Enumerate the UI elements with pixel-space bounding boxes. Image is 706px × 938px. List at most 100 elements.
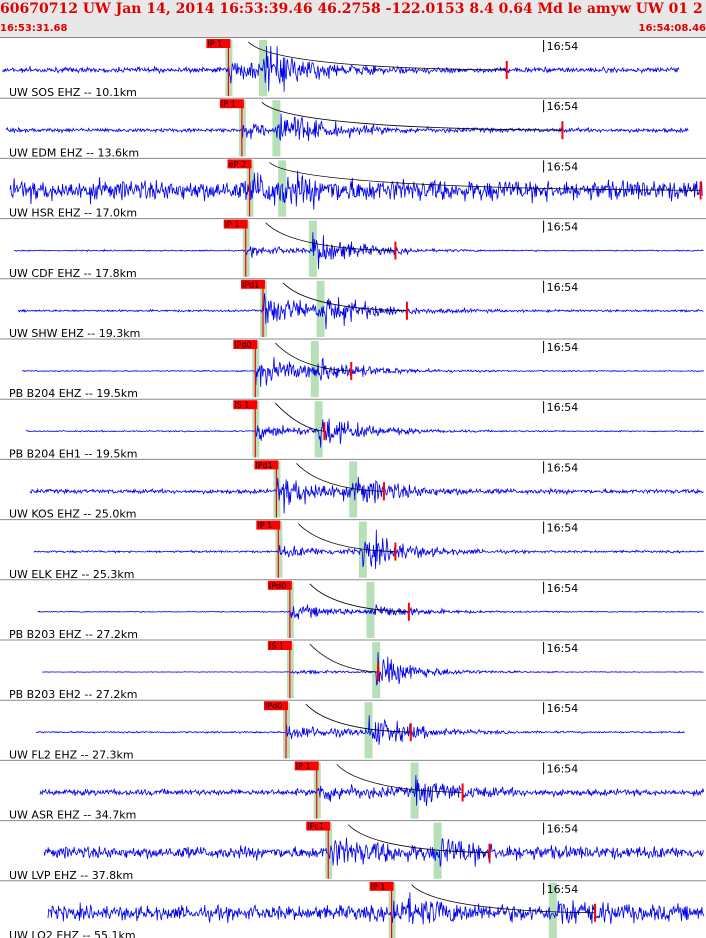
s-pick-window: [372, 642, 381, 699]
s-pick-window: [272, 100, 281, 157]
station-label: UW KOS EHZ -- 25.0km: [9, 508, 136, 521]
seismic-trace: [9, 170, 703, 210]
station-label: UW ELK EHZ -- 25.3km: [9, 568, 134, 581]
trace-panel: IPd0 16:54 PB B203 EHZ -- 27.2km: [0, 580, 706, 641]
trace-panel: IPc1 16:54 UW LVP EHZ -- 37.8km: [0, 821, 706, 882]
coda-decay-curve: [275, 402, 325, 432]
s-pick-window: [310, 341, 319, 398]
time-tick-label: 16:54: [547, 702, 579, 715]
seismic-trace: [43, 837, 704, 867]
pick-label: IPd0: [269, 581, 286, 590]
s-pick-window: [358, 521, 367, 578]
pick-label-box: [306, 821, 331, 831]
station-label: UW SOS EHZ -- 10.1km: [9, 86, 137, 99]
station-label: PB B204 EH1 -- 19.5km: [9, 447, 137, 460]
pick-label: IP 1: [207, 40, 222, 49]
coda-decay-curve: [248, 41, 507, 71]
time-tick-label: 16:54: [547, 341, 579, 354]
s-pick-window: [308, 220, 317, 277]
trace-panel: IPd1 16:54 UW SHW EHZ -- 19.3km: [0, 279, 706, 340]
pick-label-box: [267, 580, 292, 590]
pick-label-box: [264, 701, 289, 711]
station-label: UW HSR EHZ -- 17.0km: [9, 207, 137, 220]
time-tick-label: 16:54: [547, 823, 579, 836]
time-tick-label: 16:54: [547, 883, 579, 896]
pick-label: IPd1: [242, 280, 259, 289]
pick-label: IPc1: [307, 822, 324, 831]
station-label: UW EDM EHZ -- 13.6km: [9, 146, 139, 159]
window-end-time: 16:54:08.46: [638, 23, 706, 34]
station-label: UW CDF EHZ -- 17.8km: [9, 267, 137, 280]
trace-panel: IP 1 16:54 UW ELK EHZ -- 25.3km: [0, 520, 706, 581]
s-pick-window: [410, 762, 419, 819]
station-label: UW ASR EHZ -- 34.7km: [9, 809, 136, 822]
trace-panel: IS 1 16:54 PB B204 EH1 -- 19.5km: [0, 400, 706, 460]
time-tick-label: 16:54: [547, 401, 579, 414]
seismic-trace: [21, 356, 704, 387]
pick-label: IS 1: [234, 401, 249, 410]
s-pick-window: [316, 280, 325, 337]
station-label: UW SHW EHZ -- 19.3km: [9, 327, 140, 340]
pick-label-box: [227, 159, 252, 169]
seismic-trace: [17, 293, 704, 330]
time-tick-label: 16:54: [547, 582, 579, 595]
s-pick-window: [548, 882, 557, 938]
pick-label: IP 1: [225, 220, 240, 229]
seismic-trace: [25, 418, 704, 448]
coda-decay-curve: [309, 583, 409, 613]
seismic-trace: [35, 715, 686, 745]
pick-label: IPd0: [265, 702, 282, 711]
seismic-trace: [5, 113, 689, 142]
pick-label-box: [206, 39, 231, 48]
pick-label-box: [219, 99, 244, 109]
coda-decay-curve: [305, 703, 411, 733]
coda-decay-curve: [269, 162, 701, 191]
event-title: 60670712 UW Jan 14, 2014 16:53:39.46 46.…: [0, 1, 703, 17]
trace-panel: IPd1 16:54 UW KOS EHZ -- 25.0km: [0, 460, 706, 521]
pick-label: IP 1: [257, 521, 272, 530]
trace-panel: IP 1 16:54 UW SOS EHZ -- 10.1km: [0, 39, 706, 99]
coda-decay-curve: [282, 282, 407, 312]
pick-label: IS 1: [269, 642, 284, 651]
trace-panel: IP 1 16:54 UW ASR EHZ -- 34.7km: [0, 761, 706, 822]
coda-decay-curve: [261, 101, 563, 131]
station-label: UW LVP EHZ -- 37.8km: [9, 869, 133, 882]
pick-label-box: [267, 641, 292, 650]
pick-label-box: [256, 520, 281, 530]
pick-label-box: [369, 881, 394, 891]
pick-label: IP 1: [221, 100, 236, 109]
pick-label-box: [233, 400, 258, 410]
coda-decay-curve: [411, 884, 596, 914]
seismic-trace: [47, 892, 705, 925]
time-tick-label: 16:54: [547, 100, 579, 113]
event-header: 60670712 UW Jan 14, 2014 16:53:39.46 46.…: [0, 0, 706, 38]
time-tick-label: 16:54: [547, 642, 579, 655]
s-pick-window: [314, 401, 323, 458]
seismic-trace: [33, 529, 705, 569]
trace-panel: IS 1 16:54 PB B203 EH2 -- 27.2km: [0, 641, 706, 701]
seismic-trace: [1, 45, 680, 92]
coda-decay-curve: [336, 764, 463, 793]
window-start-time: 16:53:31.68: [0, 23, 68, 34]
time-tick-label: 16:54: [547, 221, 579, 234]
coda-decay-curve: [296, 463, 384, 492]
pick-label: IPd1: [255, 461, 272, 470]
station-label: UW FL2 EHZ -- 27.3km: [9, 748, 134, 761]
pick-label: IPd0: [234, 341, 251, 350]
time-tick-label: 16:54: [547, 762, 579, 775]
pick-label-box: [233, 340, 258, 349]
seismic-trace: [29, 476, 704, 514]
seismic-trace: [14, 232, 704, 270]
time-tick-label: 16:54: [547, 281, 579, 294]
time-tick-label: 16:54: [547, 461, 579, 474]
station-label: UW LO2 EHZ -- 55.1km: [9, 929, 136, 938]
seismogram-panels: IP 1 16:54 UW SOS EHZ -- 10.1km IP 1 16:54 UW…: [0, 39, 706, 938]
seismic-trace: [37, 604, 704, 620]
time-tick-label: 16:54: [547, 160, 579, 173]
trace-panel: IP 1 16:54 UW LO2 EHZ -- 55.1km: [9, 881, 705, 938]
time-tick-label: 16:54: [547, 522, 579, 535]
pick-label: eP 2: [229, 160, 246, 169]
seismic-trace: [39, 775, 704, 807]
station-label: PB B204 EHZ -- 19.5km: [9, 387, 138, 400]
s-pick-window: [433, 822, 442, 879]
